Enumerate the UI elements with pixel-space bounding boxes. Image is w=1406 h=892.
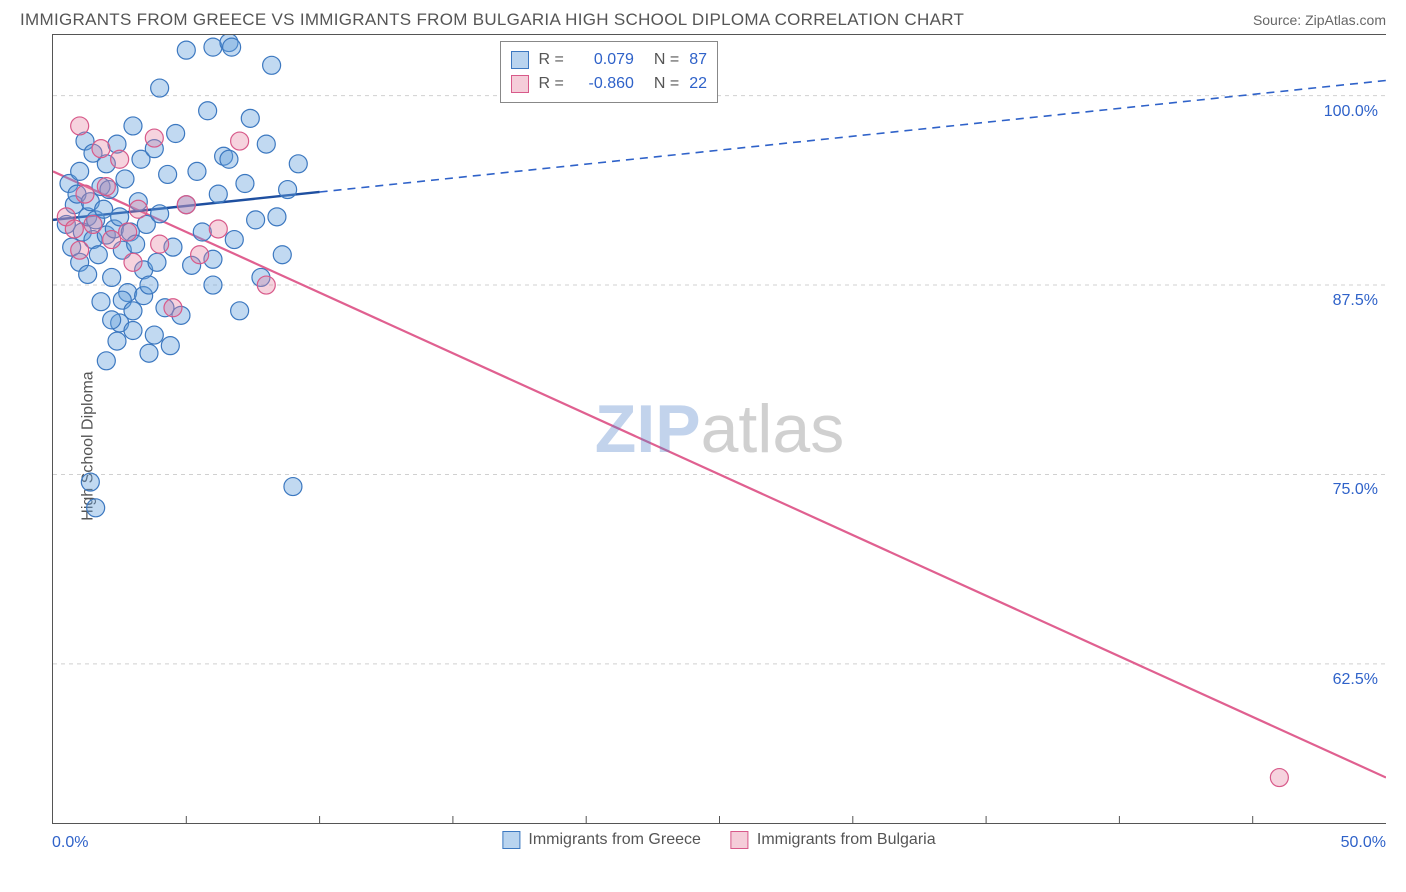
y-tick-label: 75.0% (1333, 481, 1378, 499)
series-legend-item: Immigrants from Greece (502, 831, 700, 849)
legend-swatch (511, 51, 529, 69)
chart-title: IMMIGRANTS FROM GREECE VS IMMIGRANTS FRO… (20, 10, 964, 30)
y-tick-label: 100.0% (1324, 103, 1378, 121)
y-tick-label: 87.5% (1333, 292, 1378, 310)
x-max-label: 50.0% (1341, 834, 1386, 852)
legend-label: Immigrants from Greece (528, 831, 700, 849)
legend-row: R =0.079N =87 (511, 48, 707, 72)
source-label: Source: ZipAtlas.com (1253, 12, 1386, 28)
x-min-label: 0.0% (52, 834, 88, 852)
legend-swatch (731, 831, 749, 849)
legend-row: R =-0.860N =22 (511, 72, 707, 96)
legend-swatch (502, 831, 520, 849)
y-tick-label: 62.5% (1333, 671, 1378, 689)
legend-label: Immigrants from Bulgaria (757, 831, 936, 849)
correlation-legend: R =0.079N =87R =-0.860N =22 (500, 41, 718, 103)
x-axis-footer: 0.0% Immigrants from GreeceImmigrants fr… (52, 824, 1386, 878)
scatter-svg (53, 35, 1386, 823)
series-legend: Immigrants from Greece Immigrants from Bu… (502, 831, 935, 849)
series-legend-item: Immigrants from Bulgaria (731, 831, 936, 849)
legend-swatch (511, 75, 529, 93)
plot-area: ZIPatlas R =0.079N =87R =-0.860N =22 62.… (52, 34, 1386, 824)
